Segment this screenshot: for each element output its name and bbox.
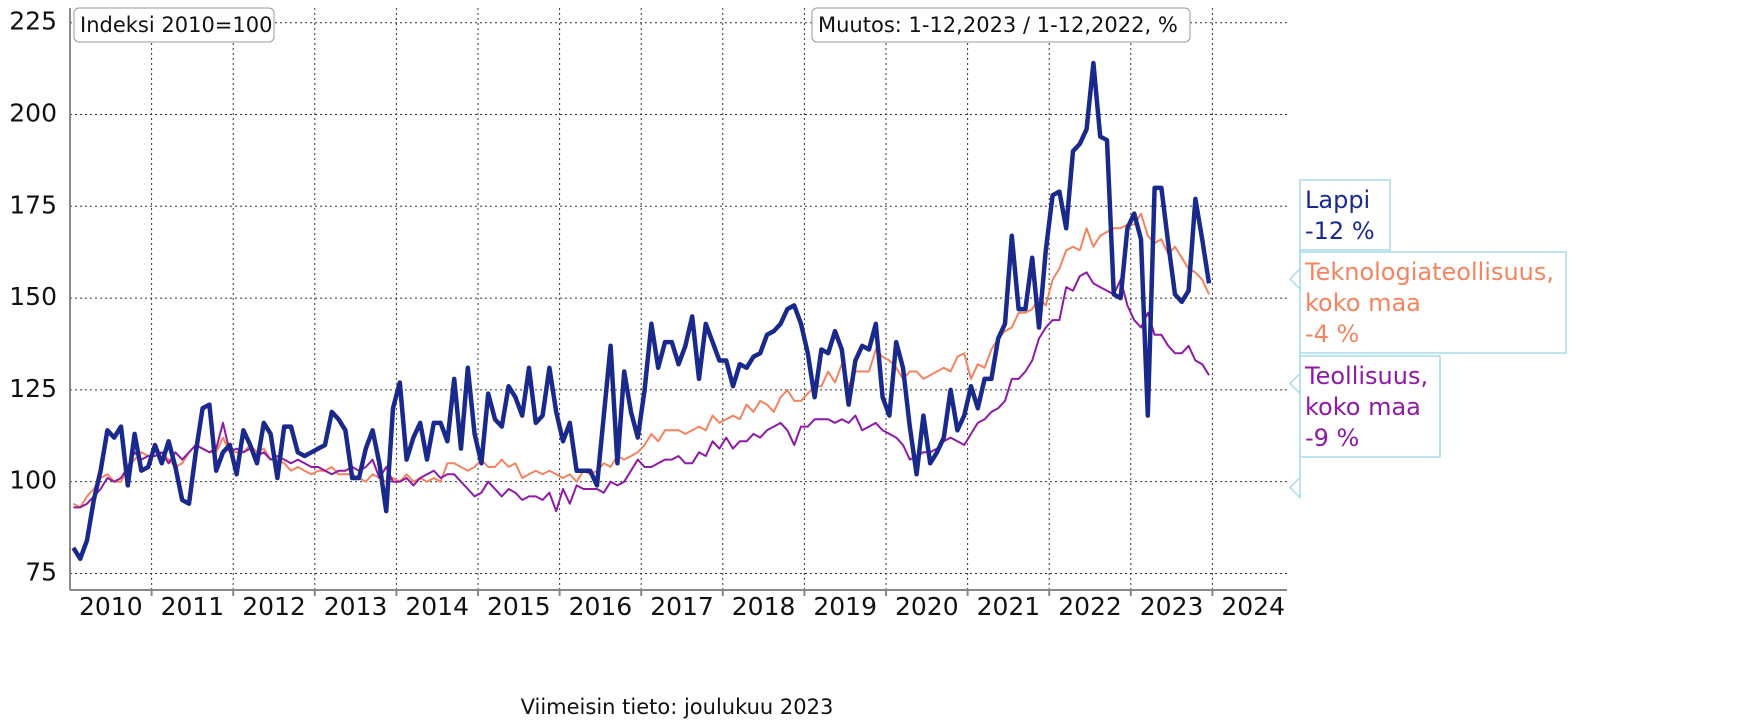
x-tick-label: 2015	[487, 592, 551, 621]
x-tick-label: 2018	[732, 592, 796, 621]
x-tick-label: 2014	[405, 592, 469, 621]
x-tick-label: 2010	[79, 592, 143, 621]
plot: 75 100 125 150 175 200 225 2010 2011 2012 2013 2014…	[9, 7, 1287, 621]
legend-box	[1288, 179, 1391, 291]
x-tick-label: 2019	[813, 592, 877, 621]
legend-change: -9 %	[1305, 424, 1359, 452]
legend-change: -4 %	[1305, 320, 1359, 348]
legend-label: koko maa	[1305, 393, 1421, 421]
x-tick-label: 2012	[242, 592, 306, 621]
legend-label: koko maa	[1305, 289, 1421, 317]
x-tick-label: 2016	[569, 592, 633, 621]
legend-label: Teknologiateollisuus,	[1304, 258, 1554, 286]
y-tick-label: 150	[9, 282, 57, 311]
series-line	[72, 212, 1210, 509]
x-tick-label: 2021	[977, 592, 1041, 621]
series-line	[71, 60, 1212, 562]
y-tick-label: 75	[25, 557, 57, 586]
legend-box	[1288, 355, 1441, 500]
x-tick-label: 2011	[161, 592, 225, 621]
y-tick-label: 225	[9, 7, 57, 36]
x-tick-label: 2024	[1221, 592, 1285, 621]
note-box	[811, 7, 1191, 43]
x-tick-label: 2022	[1058, 592, 1122, 621]
legend-change: -12 %	[1305, 217, 1375, 245]
y-tick-label: 200	[9, 98, 57, 127]
footer: Viimeisin tieto: joulukuu 2023	[521, 695, 834, 719]
legend-label: Teollisuus,	[1304, 362, 1428, 390]
legend-label: Lappi	[1305, 186, 1370, 214]
note-box	[73, 7, 275, 43]
y-tick-label: 125	[9, 374, 57, 403]
y-tick-label: 175	[9, 190, 57, 219]
x-tick-label: 2017	[650, 592, 714, 621]
y-tick-label: 100	[9, 466, 57, 495]
index-note: Indeksi 2010=100	[80, 13, 273, 37]
x-tick-label: 2013	[324, 592, 388, 621]
x-tick-label: 2020	[895, 592, 959, 621]
series-line	[73, 271, 1210, 513]
change-note: Muutos: 1-12,2023 / 1-12,2022, %	[818, 13, 1178, 37]
x-tick-label: 2023	[1140, 592, 1204, 621]
